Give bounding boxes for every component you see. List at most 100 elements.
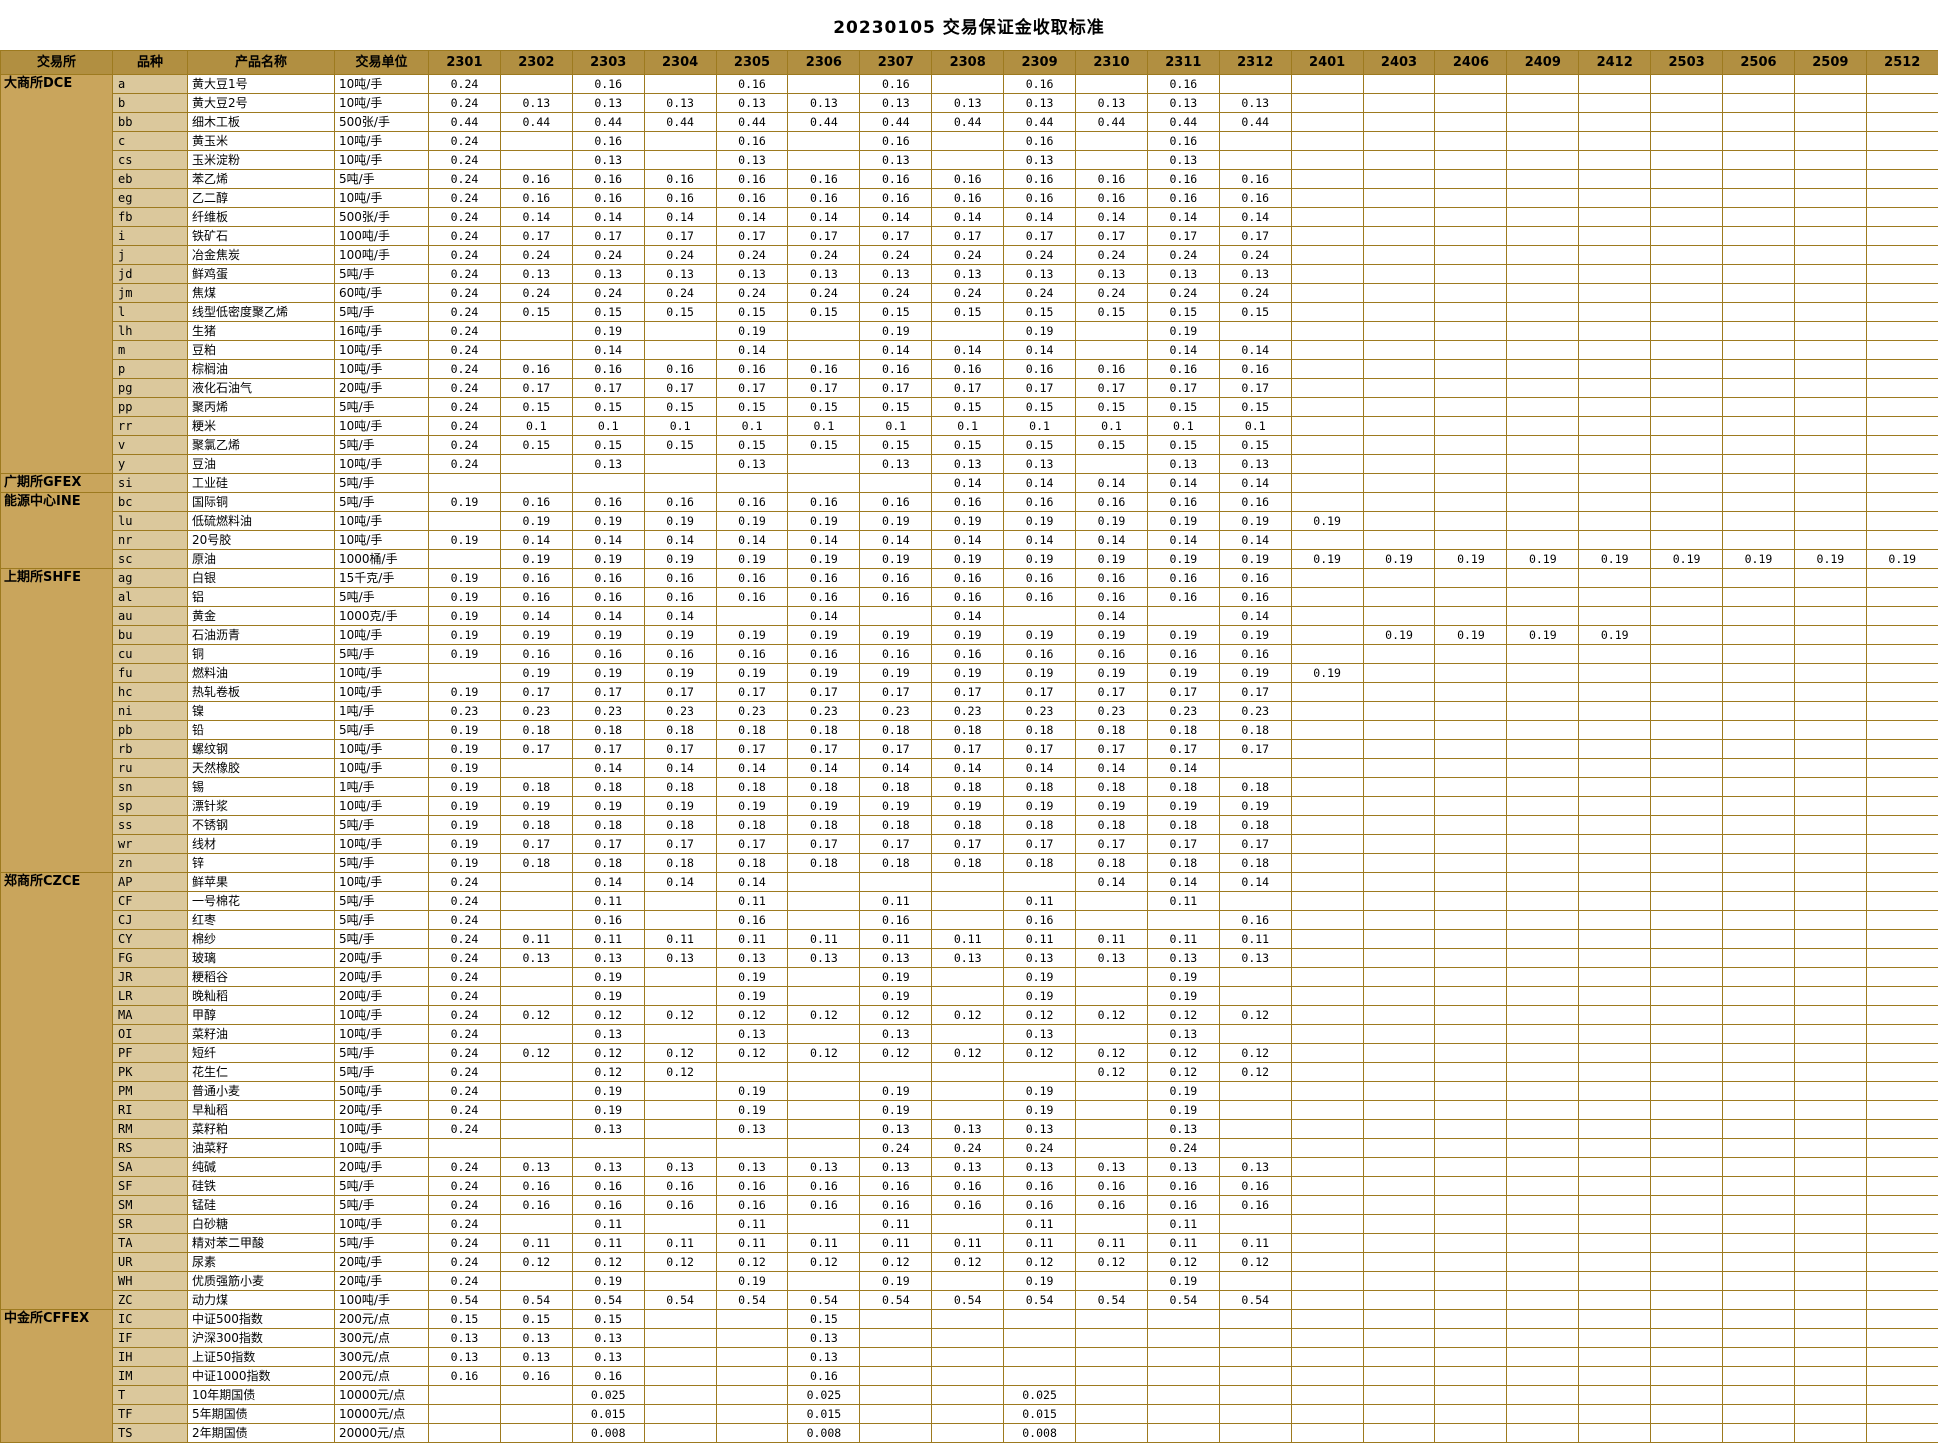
margin-value-cell-si-2310: 0.14 — [1076, 474, 1148, 493]
margin-value-cell-pp-2304: 0.15 — [644, 398, 716, 417]
margin-value-cell-y-2406 — [1435, 455, 1507, 474]
margin-value-cell-lh-2509 — [1794, 322, 1866, 341]
margin-value-cell-wr-2403 — [1363, 835, 1435, 854]
margin-value-cell-nr-2306: 0.14 — [788, 531, 860, 550]
margin-value-cell-wr-2312: 0.17 — [1219, 835, 1291, 854]
margin-value-cell-au-2412 — [1579, 607, 1651, 626]
margin-value-cell-eg-2312: 0.16 — [1219, 189, 1291, 208]
margin-value-cell-eb-2301: 0.24 — [429, 170, 501, 189]
margin-value-cell-FG-2403 — [1363, 949, 1435, 968]
margin-value-cell-IM-2409 — [1507, 1367, 1579, 1386]
margin-value-cell-CJ-2412 — [1579, 911, 1651, 930]
margin-value-cell-cs-2506 — [1723, 151, 1795, 170]
margin-value-cell-PF-2309: 0.12 — [1004, 1044, 1076, 1063]
margin-value-cell-CF-2309: 0.11 — [1004, 892, 1076, 911]
margin-value-cell-l-2403 — [1363, 303, 1435, 322]
margin-value-cell-SR-2310 — [1076, 1215, 1148, 1234]
margin-value-cell-eg-2403 — [1363, 189, 1435, 208]
margin-value-cell-eb-2503 — [1651, 170, 1723, 189]
trade-unit-cell: 5吨/手 — [335, 645, 429, 664]
margin-value-cell-T-2509 — [1794, 1386, 1866, 1405]
margin-value-cell-pg-2409 — [1507, 379, 1579, 398]
margin-value-cell-fu-2401: 0.19 — [1291, 664, 1363, 683]
margin-value-cell-CJ-2306 — [788, 911, 860, 930]
margin-value-cell-bu-2302: 0.19 — [500, 626, 572, 645]
margin-value-cell-UR-2406 — [1435, 1253, 1507, 1272]
margin-value-cell-au-2303: 0.14 — [572, 607, 644, 626]
margin-value-cell-nr-2304: 0.14 — [644, 531, 716, 550]
margin-value-cell-v-2302: 0.15 — [500, 436, 572, 455]
margin-value-cell-eg-2311: 0.16 — [1147, 189, 1219, 208]
margin-value-cell-fb-2309: 0.14 — [1004, 208, 1076, 227]
variety-code-cell: al — [113, 588, 188, 607]
margin-value-cell-IH-2512 — [1866, 1348, 1938, 1367]
margin-value-cell-RS-2302 — [500, 1139, 572, 1158]
margin-value-cell-hc-2307: 0.17 — [860, 683, 932, 702]
margin-value-cell-cs-2303: 0.13 — [572, 151, 644, 170]
margin-value-cell-nr-2310: 0.14 — [1076, 531, 1148, 550]
margin-value-cell-wr-2503 — [1651, 835, 1723, 854]
margin-value-cell-y-2512 — [1866, 455, 1938, 474]
trade-unit-cell: 5吨/手 — [335, 930, 429, 949]
margin-value-cell-sp-2503 — [1651, 797, 1723, 816]
margin-value-cell-IF-2306: 0.13 — [788, 1329, 860, 1348]
margin-value-cell-rb-2302: 0.17 — [500, 740, 572, 759]
margin-value-cell-wr-2307: 0.17 — [860, 835, 932, 854]
trade-unit-cell: 100吨/手 — [335, 1291, 429, 1310]
product-name-cell: 不锈钢 — [188, 816, 335, 835]
margin-value-cell-TF-2302 — [500, 1405, 572, 1424]
margin-value-cell-CF-2306 — [788, 892, 860, 911]
margin-value-cell-lu-2401: 0.19 — [1291, 512, 1363, 531]
margin-value-cell-lu-2304: 0.19 — [644, 512, 716, 531]
variety-code-cell: OI — [113, 1025, 188, 1044]
margin-value-cell-SF-2301: 0.24 — [429, 1177, 501, 1196]
trade-unit-cell: 10000元/点 — [335, 1386, 429, 1405]
margin-value-cell-si-2306 — [788, 474, 860, 493]
margin-value-cell-i-2310: 0.17 — [1076, 227, 1148, 246]
margin-value-cell-ru-2503 — [1651, 759, 1723, 778]
margin-value-cell-p-2306: 0.16 — [788, 360, 860, 379]
trade-unit-cell: 20吨/手 — [335, 1272, 429, 1291]
margin-value-cell-eb-2311: 0.16 — [1147, 170, 1219, 189]
margin-value-cell-ss-2307: 0.18 — [860, 816, 932, 835]
margin-value-cell-lh-2403 — [1363, 322, 1435, 341]
margin-value-cell-bb-2301: 0.44 — [429, 113, 501, 132]
margin-value-cell-rb-2308: 0.17 — [932, 740, 1004, 759]
margin-value-cell-SA-2303: 0.13 — [572, 1158, 644, 1177]
margin-value-cell-rb-2406 — [1435, 740, 1507, 759]
margin-value-cell-LR-2307: 0.19 — [860, 987, 932, 1006]
margin-value-cell-rb-2307: 0.17 — [860, 740, 932, 759]
margin-value-cell-PM-2503 — [1651, 1082, 1723, 1101]
margin-value-cell-zn-2310: 0.18 — [1076, 854, 1148, 873]
product-name-cell: 石油沥青 — [188, 626, 335, 645]
margin-value-cell-y-2409 — [1507, 455, 1579, 474]
margin-value-cell-si-2309: 0.14 — [1004, 474, 1076, 493]
margin-value-cell-sn-2503 — [1651, 778, 1723, 797]
margin-value-cell-SF-2503 — [1651, 1177, 1723, 1196]
variety-code-cell: SR — [113, 1215, 188, 1234]
margin-value-cell-JR-2312 — [1219, 968, 1291, 987]
margin-value-cell-p-2301: 0.24 — [429, 360, 501, 379]
margin-value-cell-ni-2509 — [1794, 702, 1866, 721]
margin-value-cell-j-2303: 0.24 — [572, 246, 644, 265]
margin-value-cell-ag-2311: 0.16 — [1147, 569, 1219, 588]
margin-value-cell-zn-2305: 0.18 — [716, 854, 788, 873]
margin-value-cell-j-2301: 0.24 — [429, 246, 501, 265]
margin-value-cell-au-2306: 0.14 — [788, 607, 860, 626]
margin-value-cell-IH-2311 — [1147, 1348, 1219, 1367]
margin-value-cell-ss-2305: 0.18 — [716, 816, 788, 835]
margin-value-cell-i-2401 — [1291, 227, 1363, 246]
margin-value-cell-ss-2403 — [1363, 816, 1435, 835]
product-name-cell: 豆粕 — [188, 341, 335, 360]
margin-value-cell-bu-2412: 0.19 — [1579, 626, 1651, 645]
margin-value-cell-SM-2309: 0.16 — [1004, 1196, 1076, 1215]
margin-value-cell-RI-2311: 0.19 — [1147, 1101, 1219, 1120]
margin-value-cell-y-2309: 0.13 — [1004, 455, 1076, 474]
margin-value-cell-b-2309: 0.13 — [1004, 94, 1076, 113]
margin-value-cell-SA-2406 — [1435, 1158, 1507, 1177]
